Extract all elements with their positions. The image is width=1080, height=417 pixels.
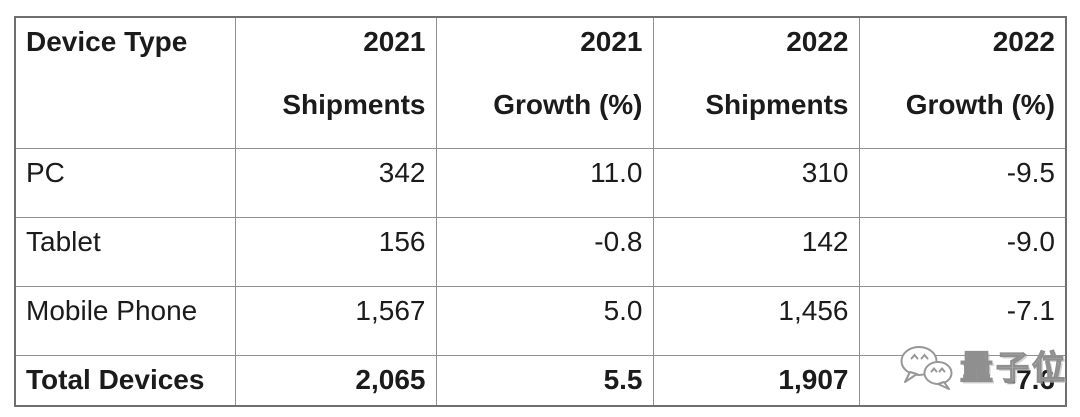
column-header-2022-growth: 2022 Growth (%) [858, 16, 1067, 149]
table-row-tablet: Tablet 156 -0.8 142 -9.0 [14, 216, 1067, 287]
column-header-2021-shipments: 2021 Shipments [234, 16, 437, 149]
value-2021-growth: 5.5 [435, 354, 654, 407]
value-2022-shipments: 1,456 [652, 285, 860, 356]
value-2022-shipments: 1,907 [652, 354, 860, 407]
value-2021-growth: 11.0 [435, 147, 654, 218]
table-row-total-devices: Total Devices 2,065 5.5 1,907 -7.6 [14, 354, 1067, 407]
header-year: 2022 [786, 26, 849, 57]
table-row-mobile-phone: Mobile Phone 1,567 5.0 1,456 -7.1 [14, 285, 1067, 356]
header-metric: Shipments [282, 89, 426, 120]
device-shipments-table: Device Type 2021 Shipments 2021 Growth (… [14, 16, 1067, 407]
value-2021-growth: 5.0 [435, 285, 654, 356]
device-label: Total Devices [14, 354, 236, 407]
value-2022-growth: -7.6 [858, 354, 1067, 407]
value-2022-shipments: 142 [652, 216, 860, 287]
value-2022-growth: -9.0 [858, 216, 1067, 287]
device-label: Tablet [14, 216, 236, 287]
value-2021-shipments: 2,065 [234, 354, 437, 407]
table-row-pc: PC 342 11.0 310 -9.5 [14, 147, 1067, 218]
table-header-row: Device Type 2021 Shipments 2021 Growth (… [14, 16, 1067, 149]
header-year: 2021 [363, 26, 426, 57]
value-2021-shipments: 156 [234, 216, 437, 287]
value-2022-growth: -9.5 [858, 147, 1067, 218]
device-label: Mobile Phone [14, 285, 236, 356]
column-header-2022-shipments: 2022 Shipments [652, 16, 860, 149]
header-year: 2022 [992, 26, 1055, 57]
value-2021-shipments: 1,567 [234, 285, 437, 356]
column-header-2021-growth: 2021 Growth (%) [435, 16, 654, 149]
device-label: PC [14, 147, 236, 218]
value-2021-shipments: 342 [234, 147, 437, 218]
header-metric: Growth (%) [493, 89, 643, 120]
column-header-device-type: Device Type [14, 16, 236, 149]
header-metric: Growth (%) [905, 89, 1055, 120]
header-year: 2021 [580, 26, 643, 57]
value-2021-growth: -0.8 [435, 216, 654, 287]
value-2022-growth: -7.1 [858, 285, 1067, 356]
header-metric: Shipments [705, 89, 849, 120]
header-device-type-label: Device Type [26, 26, 188, 57]
value-2022-shipments: 310 [652, 147, 860, 218]
